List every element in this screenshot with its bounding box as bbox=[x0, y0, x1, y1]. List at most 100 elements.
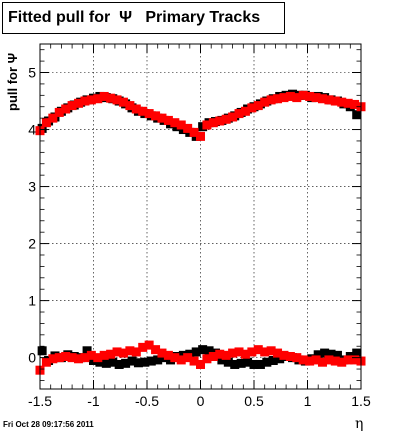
data-point bbox=[95, 357, 105, 367]
data-point bbox=[144, 340, 154, 350]
data-point bbox=[170, 118, 180, 128]
data-point bbox=[298, 355, 308, 365]
x-tick-label: 1 bbox=[304, 393, 312, 409]
data-point bbox=[247, 347, 257, 357]
data-point bbox=[118, 97, 128, 107]
data-point bbox=[125, 101, 135, 111]
data-point bbox=[292, 353, 302, 363]
data-point bbox=[101, 358, 111, 368]
data-point bbox=[176, 355, 186, 365]
data-point bbox=[67, 353, 77, 363]
data-point bbox=[223, 357, 233, 367]
y-tick-label: 0 bbox=[28, 350, 36, 366]
data-point bbox=[99, 91, 109, 101]
data-point bbox=[320, 348, 330, 358]
data-point bbox=[311, 93, 321, 103]
data-point bbox=[234, 109, 244, 119]
data-point bbox=[330, 96, 340, 106]
y-tick-label: 2 bbox=[28, 236, 36, 252]
data-point bbox=[121, 358, 131, 368]
data-point bbox=[317, 94, 327, 104]
data-point bbox=[221, 350, 231, 360]
data-point bbox=[48, 113, 58, 123]
data-point bbox=[228, 348, 238, 358]
data-point bbox=[189, 356, 199, 366]
data-point bbox=[125, 346, 135, 356]
data-point bbox=[146, 356, 156, 366]
data-point bbox=[350, 99, 360, 109]
data-point bbox=[268, 355, 278, 365]
data-point bbox=[230, 359, 240, 369]
data-point bbox=[240, 349, 250, 359]
data-point bbox=[138, 342, 148, 352]
data-point bbox=[236, 358, 246, 368]
data-point bbox=[112, 347, 122, 357]
data-point bbox=[285, 91, 295, 101]
data-point bbox=[228, 112, 238, 122]
data-point bbox=[67, 101, 77, 111]
data-point bbox=[80, 96, 90, 106]
y-tick-label: 3 bbox=[28, 179, 36, 195]
data-point bbox=[191, 347, 201, 357]
data-point bbox=[352, 348, 362, 358]
data-point bbox=[292, 93, 302, 103]
data-point bbox=[153, 355, 163, 365]
data-point bbox=[82, 346, 92, 356]
data-point bbox=[131, 347, 141, 357]
data-point bbox=[279, 350, 289, 360]
data-point bbox=[170, 353, 180, 363]
data-point bbox=[196, 359, 205, 369]
data-point bbox=[221, 114, 231, 124]
axis-ticks bbox=[39, 44, 362, 389]
data-point bbox=[204, 346, 214, 356]
timestamp-footer: Fri Oct 28 09:17:56 2011 bbox=[3, 420, 94, 429]
data-point bbox=[247, 103, 257, 113]
data-point bbox=[80, 353, 90, 363]
data-point bbox=[163, 115, 173, 125]
data-point bbox=[350, 355, 360, 365]
data-point bbox=[37, 346, 47, 356]
data-point bbox=[279, 93, 289, 103]
data-point bbox=[114, 359, 124, 369]
data-point bbox=[112, 95, 122, 105]
data-point bbox=[260, 347, 270, 357]
tick-labels: -1.5 -1 -0.5 0 0.5 1 1.5 0 1 2 3 4 5 bbox=[28, 65, 371, 409]
chart-title-box: Fitted pull for Ψ Primary Tracks bbox=[2, 2, 285, 34]
data-point bbox=[285, 351, 295, 361]
x-axis-label: η bbox=[355, 416, 363, 432]
data-point bbox=[108, 357, 118, 367]
x-tick-label: -0.5 bbox=[135, 393, 159, 409]
data-point bbox=[48, 354, 58, 364]
data-point bbox=[54, 353, 64, 363]
y-tick-label: 4 bbox=[28, 122, 36, 138]
data-point bbox=[260, 97, 270, 107]
data-point bbox=[343, 98, 353, 108]
data-point bbox=[93, 94, 103, 104]
data-point bbox=[273, 348, 283, 358]
data-point bbox=[151, 345, 161, 355]
data-point bbox=[74, 98, 84, 108]
y-tick-label: 5 bbox=[28, 65, 36, 81]
data-point bbox=[249, 359, 259, 369]
data-point bbox=[305, 356, 315, 366]
data-point bbox=[298, 90, 308, 100]
data-point bbox=[41, 118, 51, 128]
data-point bbox=[41, 357, 51, 367]
data-point bbox=[311, 355, 321, 365]
y-tick-label: 1 bbox=[28, 293, 36, 309]
data-point bbox=[106, 93, 116, 103]
data-point bbox=[138, 106, 148, 116]
data-point bbox=[255, 359, 265, 369]
data-point bbox=[337, 357, 347, 367]
x-tick-label: -1 bbox=[87, 393, 100, 409]
data-point bbox=[133, 358, 143, 368]
data-point bbox=[330, 356, 340, 366]
data-point bbox=[54, 107, 64, 117]
data-point bbox=[305, 91, 315, 101]
x-tick-label: 1.5 bbox=[351, 393, 371, 409]
data-point bbox=[131, 104, 141, 114]
data-point bbox=[317, 357, 327, 367]
data-point bbox=[324, 355, 334, 365]
x-tick-label: -1.5 bbox=[28, 393, 52, 409]
